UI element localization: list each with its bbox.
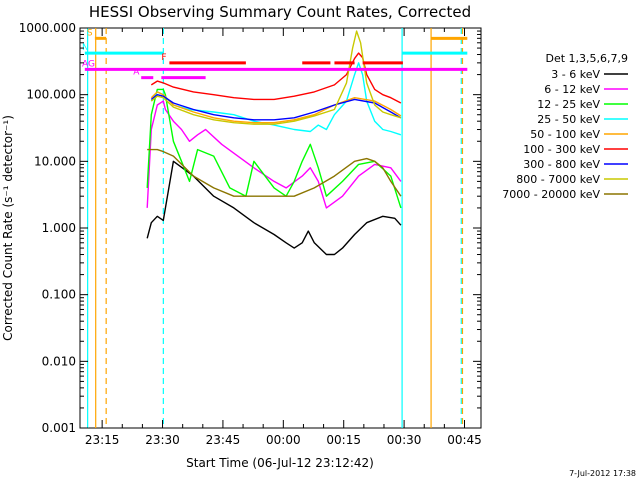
- x-tick-label: 23:15: [85, 433, 120, 447]
- legend-header: Det 1,3,5,6,7,9: [545, 52, 628, 65]
- x-axis-label: Start Time (06-Jul-12 23:12:42): [186, 456, 374, 470]
- flag-label: F: [161, 53, 166, 63]
- x-tick-label: 00:15: [326, 433, 361, 447]
- vertical-markers: [87, 28, 464, 428]
- series-line: [150, 52, 402, 104]
- x-tick-label: 00:00: [266, 433, 301, 447]
- flag-bars: SN F AG A: [82, 28, 468, 80]
- legend-label: 3 - 6 keV: [551, 68, 600, 81]
- x-tick-label: 23:30: [145, 433, 180, 447]
- legend-label: 100 - 300 keV: [523, 143, 600, 156]
- flag-label: AG: [82, 59, 95, 69]
- y-tick-label: 0.010: [42, 354, 76, 368]
- x-tick-label: 00:30: [387, 433, 422, 447]
- series-line: [150, 94, 402, 121]
- plot-frame: [79, 27, 482, 429]
- legend-label: 800 - 7000 keV: [516, 173, 600, 186]
- flag-label: S: [87, 28, 93, 38]
- series-line: [146, 88, 402, 209]
- series-line: [146, 100, 402, 209]
- y-axis: 0.001 0.010 0.100 1.000 10.000 100.000 1000.00…: [19, 21, 481, 435]
- flag-label: A: [133, 68, 140, 78]
- y-tick-label: 100.000: [26, 88, 76, 102]
- x-tick-label: 23:45: [206, 433, 241, 447]
- x-tick-label: 00:45: [447, 433, 482, 447]
- legend-label: 12 - 25 keV: [537, 98, 600, 111]
- series-lines: [146, 30, 402, 256]
- y-tick-label: 1000.000: [19, 21, 76, 35]
- series-line: [150, 30, 402, 125]
- legend-label: 7000 - 20000 keV: [502, 188, 600, 201]
- y-tick-label: 0.001: [42, 421, 76, 435]
- chart-title: HESSI Observing Summary Count Rates, Cor…: [89, 3, 471, 21]
- flag-label: N: [82, 43, 89, 53]
- x-axis: 23:15 23:30 23:45 00:00 00:15 00:30 00:45: [85, 28, 482, 447]
- footer-timestamp: 7-Jul-2012 17:38: [569, 469, 636, 478]
- series-line: [147, 148, 402, 197]
- legend-label: 6 - 12 keV: [544, 83, 600, 96]
- legend-label: 50 - 100 keV: [530, 128, 600, 141]
- y-tick-label: 0.100: [42, 288, 76, 302]
- series-line: [146, 160, 402, 256]
- y-axis-label: Corrected Count Rate (s⁻¹ detector⁻¹): [1, 115, 15, 341]
- legend-label: 300 - 800 keV: [523, 158, 600, 171]
- y-tick-label: 10.000: [34, 154, 76, 168]
- plot-area: SN F AG A: [79, 27, 482, 429]
- y-tick-label: 1.000: [42, 221, 76, 235]
- legend-label: 25 - 50 keV: [537, 113, 600, 126]
- legend: Det 1,3,5,6,7,9 3 - 6 keV 6 - 12 keV 12 - …: [502, 52, 628, 201]
